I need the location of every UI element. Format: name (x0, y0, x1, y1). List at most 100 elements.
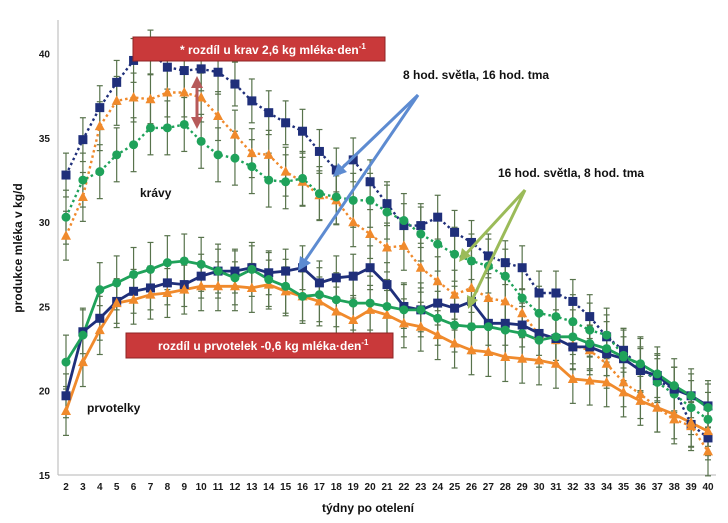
data-point-prvot_16h_green (652, 369, 662, 379)
data-point-prvot_16h (365, 304, 376, 314)
label-cows: krávy (140, 186, 172, 200)
arrow-green-lower-head (467, 295, 478, 309)
data-point-krav_16h_green (500, 271, 510, 281)
data-point-prvot_16h (534, 354, 545, 365)
data-point-krav_8h (365, 177, 375, 187)
data-point-prvot_16h (382, 309, 392, 319)
data-point-krav_16h (466, 282, 477, 292)
data-point-krav_16h (179, 86, 190, 97)
y-tick-label: 40 (39, 50, 51, 61)
data-point-krav_8h (95, 103, 105, 113)
arrow-blue-lower (302, 94, 420, 263)
data-point-krav_16h (61, 230, 71, 240)
data-point-prvot_16h (348, 314, 359, 324)
data-point-krav_16h_green (534, 308, 544, 318)
data-point-krav_16h (415, 262, 426, 272)
data-point-krav_16h_green (382, 207, 392, 217)
arrow-red-double (191, 76, 203, 129)
data-point-prvot_8h (365, 263, 375, 273)
data-point-prvot_16h_green (281, 281, 291, 291)
data-point-prvot_16h_green (585, 339, 595, 349)
data-point-krav_16h_green (213, 150, 223, 160)
data-point-prvot_16h (517, 353, 528, 363)
data-point-krav_16h_green (129, 140, 139, 150)
data-point-krav_16h (635, 388, 646, 399)
data-point-prvot_16h_green (568, 332, 578, 342)
data-point-prvot_8h (382, 280, 392, 290)
data-point-krav_8h (112, 77, 122, 87)
data-point-prvot_8h (264, 268, 274, 278)
arrow-blue-lower-head (298, 256, 311, 271)
x-tick-label: 21 (381, 482, 393, 493)
y-tick-label: 35 (39, 134, 51, 145)
arrow-blue-upper (338, 93, 420, 172)
data-point-prvot_16h (618, 386, 629, 397)
x-tick-label: 8 (165, 482, 171, 493)
data-point-prvot_16h (179, 284, 190, 294)
label-16h-light: 16 hod. světla, 8 hod. tma (498, 166, 644, 180)
x-tick-label: 25 (449, 482, 461, 493)
y-tick-label: 30 (39, 218, 51, 229)
data-point-prvot_8h (61, 391, 71, 401)
data-point-prvot_8h (331, 273, 341, 283)
data-point-prvot_16h_green (348, 298, 358, 308)
x-tick-label: 32 (567, 482, 579, 493)
data-point-krav_8h (78, 135, 88, 145)
data-point-krav_16h (213, 110, 224, 121)
data-point-prvot_16h_green (399, 305, 409, 315)
y-axis-label: produkce mléka v kg/d (11, 183, 25, 312)
data-point-krav_16h_green (365, 195, 375, 205)
data-point-krav_8h (450, 227, 460, 237)
annotation-box-cows (132, 36, 386, 62)
error-bars (63, 29, 711, 477)
data-point-prvot_16h_green (230, 273, 240, 283)
data-point-prvot_16h (162, 287, 173, 297)
data-point-prvot_8h (348, 271, 358, 281)
data-point-krav_8h (500, 258, 510, 268)
data-point-krav_8h (230, 79, 240, 89)
x-tick-label: 23 (415, 482, 427, 493)
x-tick-label: 22 (398, 482, 410, 493)
data-point-prvot_16h (145, 289, 156, 299)
data-point-krav_8h (585, 312, 595, 322)
label-heifers: prvotelky (87, 401, 141, 415)
data-point-krav_16h_green (585, 325, 595, 335)
x-tick-label: 28 (500, 482, 512, 493)
x-tick-label: 35 (618, 482, 630, 493)
data-point-prvot_8h (602, 349, 612, 359)
label-8h-light: 8 hod. světla, 16 hod. tma (403, 68, 549, 82)
data-point-krav_16h_green (602, 330, 612, 340)
x-tick-label: 36 (635, 482, 647, 493)
data-point-krav_16h_green (399, 216, 409, 226)
data-point-krav_16h_green (112, 150, 122, 160)
x-tick-label: 9 (181, 482, 187, 493)
data-point-prvot_16h (601, 376, 612, 387)
arrow-red-head-down (191, 117, 203, 129)
x-tick-label: 29 (517, 482, 529, 493)
data-point-krav_16h (246, 147, 257, 158)
x-tick-label: 19 (348, 482, 360, 493)
series-line-krav_16h_green (64, 123, 709, 421)
data-point-krav_16h (263, 149, 274, 159)
data-point-prvot_16h (703, 425, 713, 436)
data-point-krav_16h (432, 275, 443, 286)
data-point-prvot_8h (450, 303, 460, 313)
data-point-prvot_16h_green (247, 264, 257, 274)
data-point-krav_8h (517, 263, 527, 273)
data-point-prvot_16h_green (129, 269, 139, 279)
data-point-prvot_16h_green (450, 320, 460, 330)
y-ticks: 15 20 25 30 35 40 (39, 50, 51, 482)
data-point-krav_8h (179, 66, 189, 76)
data-point-prvot_16h_green (686, 391, 696, 401)
data-point-prvot_8h (162, 278, 172, 288)
data-point-krav_16h_green (450, 249, 460, 259)
x-tick-label: 34 (601, 482, 613, 493)
x-tick-label: 3 (80, 482, 86, 493)
x-tick-label: 12 (229, 482, 241, 493)
data-point-prvot_16h (483, 346, 494, 356)
data-point-krav_16h (229, 129, 240, 139)
data-point-krav_16h_green (179, 119, 189, 129)
data-point-prvot_8h (568, 342, 578, 352)
data-point-krav_16h_green (703, 414, 713, 424)
